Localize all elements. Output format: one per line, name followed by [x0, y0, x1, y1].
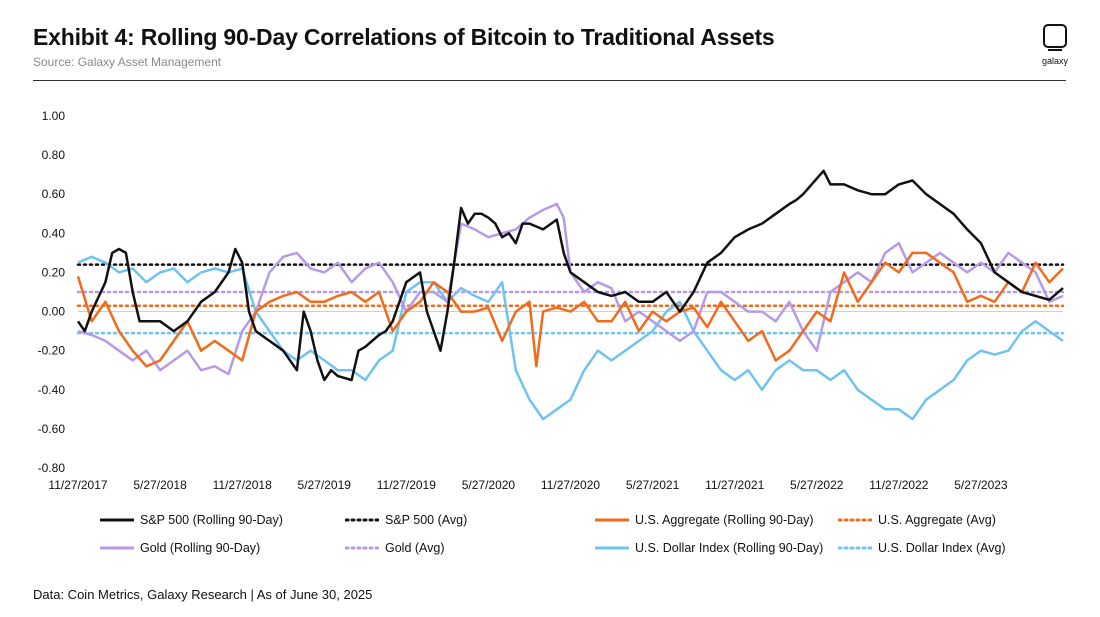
series-line-2 [76, 251, 1064, 368]
galaxy-logo-icon [1043, 24, 1067, 51]
legend-item: S&P 500 (Avg) [345, 512, 467, 528]
legend-item: S&P 500 (Rolling 90-Day) [100, 512, 283, 528]
y-tick-label: 0.20 [42, 265, 66, 279]
x-tick-label: 11/27/2021 [705, 478, 764, 492]
y-tick-label: -0.20 [38, 344, 66, 358]
y-tick-label: -0.40 [38, 383, 66, 397]
x-axis: 11/27/2017 5/27/2018 11/27/2018 5/27/2019 11… [48, 478, 1008, 492]
legend-swatch [100, 546, 134, 550]
y-axis: 1.00 0.80 0.60 0.40 0.20 0.00 -0.20 -0.40 -0.60 -… [38, 109, 1063, 475]
y-tick-label: 0.00 [42, 305, 66, 319]
x-tick-label: 11/27/2020 [541, 478, 600, 492]
x-tick-label: 5/27/2020 [462, 478, 516, 492]
x-tick-label: 11/27/2018 [213, 478, 272, 492]
series-line-6 [77, 255, 1064, 421]
y-tick-label: -0.80 [38, 461, 66, 475]
legend-item: U.S. Dollar Index (Rolling 90-Day) [595, 540, 823, 556]
header-divider [33, 80, 1066, 81]
series-line-4 [77, 202, 1064, 376]
footer-note: Data: Coin Metrics, Galaxy Research | As… [33, 587, 373, 602]
legend-item: U.S. Aggregate (Avg) [838, 512, 996, 528]
x-tick-label: 11/27/2019 [377, 478, 436, 492]
legend-swatch [345, 518, 379, 522]
legend-label: S&P 500 (Rolling 90-Day) [140, 513, 283, 527]
x-tick-label: 5/27/2023 [954, 478, 1008, 492]
legend-swatch [838, 546, 872, 550]
x-tick-label: 5/27/2019 [298, 478, 352, 492]
legend-label: U.S. Dollar Index (Avg) [878, 541, 1006, 555]
legend-item: U.S. Aggregate (Rolling 90-Day) [595, 512, 814, 528]
y-tick-label: 0.60 [42, 187, 66, 201]
x-tick-label: 5/27/2021 [626, 478, 680, 492]
x-tick-label: 11/27/2017 [48, 478, 107, 492]
y-tick-label: -0.60 [38, 422, 66, 436]
series-lines [76, 169, 1065, 421]
legend-item: Gold (Rolling 90-Day) [100, 540, 260, 556]
y-tick-label: 0.80 [42, 148, 66, 162]
y-tick-label: 1.00 [42, 109, 66, 123]
y-tick-label: 0.40 [42, 226, 66, 240]
galaxy-logo-text: galaxy [1041, 56, 1068, 66]
chart-title: Exhibit 4: Rolling 90-Day Correlations o… [33, 24, 775, 50]
legend-label: U.S. Dollar Index (Rolling 90-Day) [635, 541, 824, 555]
legend-swatch [595, 546, 629, 550]
x-tick-label: 5/27/2018 [133, 478, 187, 492]
legend-label: Gold (Rolling 90-Day) [140, 541, 261, 555]
legend-swatch [595, 518, 629, 522]
legend-item: Gold (Avg) [345, 540, 445, 556]
legend-swatch [345, 546, 379, 550]
x-tick-label: 11/27/2022 [869, 478, 928, 492]
legend-swatch [838, 518, 872, 522]
legend-label: Gold (Avg) [385, 541, 445, 555]
series-line-0 [76, 169, 1064, 382]
galaxy-logo: galaxy [1040, 24, 1070, 66]
x-tick-label: 5/27/2022 [790, 478, 844, 492]
legend-item: U.S. Dollar Index (Avg) [838, 540, 1006, 556]
legend-label: S&P 500 (Avg) [385, 513, 468, 527]
legend-label: U.S. Aggregate (Rolling 90-Day) [635, 513, 814, 527]
legend-label: U.S. Aggregate (Avg) [878, 513, 996, 527]
legend-swatch [100, 518, 134, 522]
chart-source: Source: Galaxy Asset Management [33, 55, 222, 69]
